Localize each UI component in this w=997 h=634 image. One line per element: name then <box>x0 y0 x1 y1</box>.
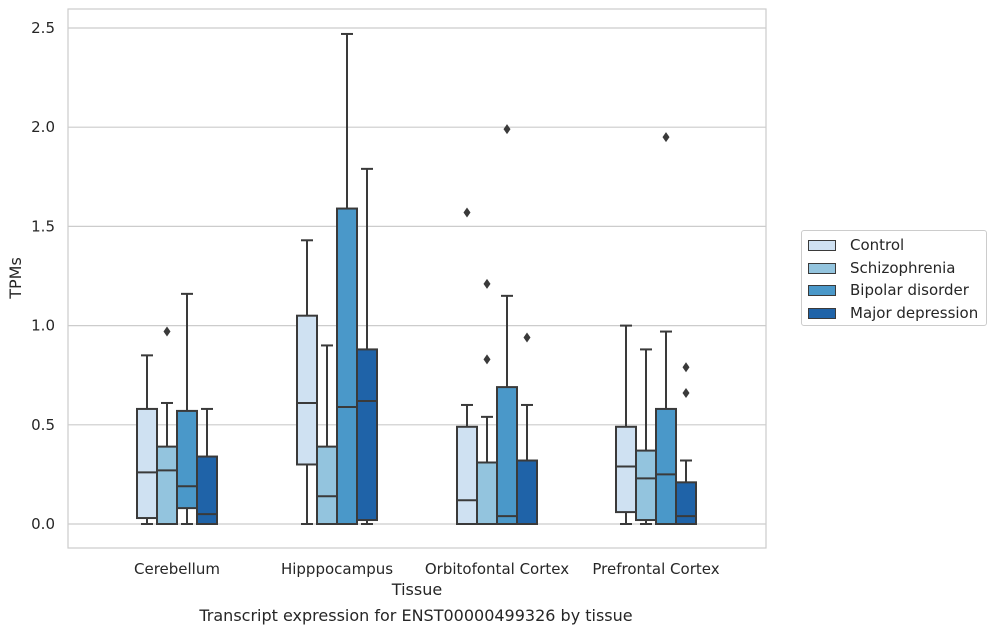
box-body <box>476 461 498 526</box>
legend-item-major-depression: Major depression <box>808 302 978 324</box>
box-body <box>496 386 518 525</box>
legend-item-control: Control <box>808 234 904 256</box>
x-tick-label-1: Hipppocampus <box>281 560 393 578</box>
box-2-3 <box>655 132 677 526</box>
box-1-3 <box>635 348 657 525</box>
box-3-3 <box>675 362 697 525</box>
box-body <box>196 455 218 526</box>
legend-swatch-major-depression <box>808 307 836 319</box>
box-0-3 <box>615 324 637 525</box>
legend-label-bipolar-disorder: Bipolar disorder <box>850 281 969 299</box>
box-body <box>615 425 637 514</box>
box-body <box>176 409 198 510</box>
legend-swatch-bipolar-disorder <box>808 284 836 296</box>
legend-label-control: Control <box>850 236 905 254</box>
outlier-point-0 <box>483 354 491 365</box>
y-tick-label-1: 0.5 <box>31 416 55 434</box>
legend-item-schizophrenia: Schizophrenia <box>808 257 955 279</box>
box-3-2 <box>516 332 538 525</box>
box-0-2 <box>456 207 478 525</box>
legend-swatch-control <box>808 239 836 251</box>
box-3-0 <box>196 407 218 526</box>
y-tick-label-4: 2.0 <box>31 118 55 136</box>
outlier-point-0 <box>662 132 670 143</box>
box-body <box>635 449 657 522</box>
box-2-0 <box>176 292 198 525</box>
outlier-point-0 <box>463 207 471 218</box>
outlier-point-1 <box>682 362 690 373</box>
box-2-2 <box>496 124 518 525</box>
outlier-point-0 <box>503 124 511 135</box>
x-axis-label: Tissue <box>391 580 442 599</box>
box-body <box>675 481 697 525</box>
box-3-1 <box>356 167 378 525</box>
x-tick-label-2: Orbitofontal Cortex <box>425 560 569 578</box>
x-tick-label-3: Prefrontal Cortex <box>592 560 719 578</box>
box-body <box>456 425 478 525</box>
y-tick-label-0: 0.0 <box>31 515 55 533</box>
boxes <box>136 32 697 526</box>
box-body <box>516 459 538 525</box>
box-body <box>356 348 378 522</box>
chart-caption: Transcript expression for ENST0000049932… <box>199 606 633 625</box>
outlier-point-0 <box>163 326 171 337</box>
box-body <box>136 407 158 520</box>
box-body <box>296 314 318 466</box>
box-body <box>336 207 358 525</box>
legend-swatch-schizophrenia <box>808 262 836 274</box>
y-tick-label-5: 2.5 <box>31 19 55 37</box>
legend: Control Schizophrenia Bipolar disorder M… <box>801 230 987 326</box>
x-tick-label-0: Cerebellum <box>134 560 220 578</box>
outlier-point-0 <box>523 332 531 343</box>
outlier-point-1 <box>483 278 491 289</box>
box-body <box>655 407 677 526</box>
legend-item-bipolar-disorder: Bipolar disorder <box>808 279 969 301</box>
y-tick-label-2: 1.0 <box>31 317 55 335</box>
y-axis-label: TPMs <box>6 257 25 300</box>
box-0-1 <box>296 239 318 525</box>
legend-label-schizophrenia: Schizophrenia <box>850 259 956 277</box>
outlier-point-0 <box>682 388 690 399</box>
y-tick-label-3: 1.5 <box>31 217 55 235</box>
legend-label-major-depression: Major depression <box>850 304 979 322</box>
y-tick-labels: 0.0 0.5 1.0 1.5 2.0 2.5 <box>31 19 55 533</box>
box-body <box>316 445 338 525</box>
x-tick-labels: Cerebellum Hipppocampus Orbitofontal Corte… <box>134 560 720 578</box>
box-body <box>156 445 178 525</box>
